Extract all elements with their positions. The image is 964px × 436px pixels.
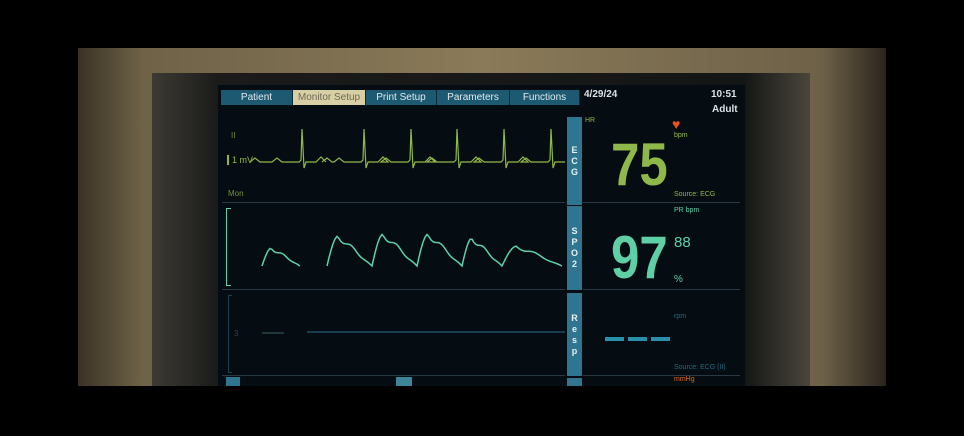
patient-monitor-screen: Patient Monitor Setup Print Setup Parame…	[218, 85, 745, 386]
dash	[605, 337, 624, 341]
date: 4/29/24	[584, 89, 618, 100]
pr-label: PR bpm	[674, 207, 700, 214]
spo2-value: 97	[611, 224, 668, 291]
ecg-lead: II	[231, 131, 236, 140]
spo2-waveform-panel	[222, 204, 565, 290]
spo2-unit: %	[674, 274, 683, 285]
ecg-side-label: E C G	[567, 117, 582, 205]
scroll-marker[interactable]	[396, 377, 412, 386]
spo2-side-label: S P O 2	[567, 206, 582, 290]
patient-type: Adult	[712, 104, 738, 115]
hr-value-panel: HR ♥ bpm 75 Source: ECG	[583, 115, 740, 203]
ecg-waveform-panel: II 1 mV Mon	[222, 115, 565, 203]
scroll-marker[interactable]	[226, 377, 240, 386]
spo2-waveform	[261, 247, 301, 267]
resp-source: Source: ECG (II)	[674, 364, 726, 371]
ecg-mode: Mon	[228, 189, 244, 198]
resp-value-panel: rpm --- Source: ECG (II)	[583, 291, 740, 376]
time: 10:51	[711, 89, 737, 100]
hr-source: Source: ECG	[674, 191, 716, 198]
spo2-value-panel: PR bpm 97 88 %	[583, 204, 740, 290]
tab-parameters[interactable]: Parameters	[437, 90, 510, 105]
hr-value: 75	[611, 131, 668, 198]
hr-label: HR	[585, 117, 596, 124]
tab-functions[interactable]: Functions	[510, 90, 580, 105]
spo2-side-text: S P O 2	[570, 226, 578, 269]
spo2-scale-bracket	[226, 208, 231, 286]
ecg-scale: 1 mV	[227, 155, 253, 165]
resp-side-label: R e s p	[567, 293, 582, 376]
dash	[628, 337, 647, 341]
resp-unit: rpm	[674, 313, 687, 320]
pr-value: 88	[674, 234, 691, 251]
resp-waveform-panel: 3	[222, 291, 565, 376]
tab-print-setup[interactable]: Print Setup	[366, 90, 437, 105]
nibp-side-label	[567, 378, 582, 386]
resp-value-dashes	[605, 337, 670, 341]
resp-side-text: R e s p	[571, 312, 578, 356]
ecg-side-text: E C G	[570, 144, 578, 177]
hr-unit: bpm	[674, 132, 688, 139]
resp-scale-bracket	[228, 295, 232, 373]
tab-monitor-setup[interactable]: Monitor Setup	[293, 90, 366, 105]
heart-icon: ♥	[672, 116, 681, 132]
ecg-waveform	[249, 128, 327, 169]
resp-scale: 3	[234, 329, 239, 338]
ecg-waveform	[321, 128, 565, 169]
spo2-waveform	[326, 233, 563, 268]
nibp-unit: mmHg	[674, 376, 695, 383]
tab-patient[interactable]: Patient	[221, 90, 293, 105]
dash	[651, 337, 670, 341]
